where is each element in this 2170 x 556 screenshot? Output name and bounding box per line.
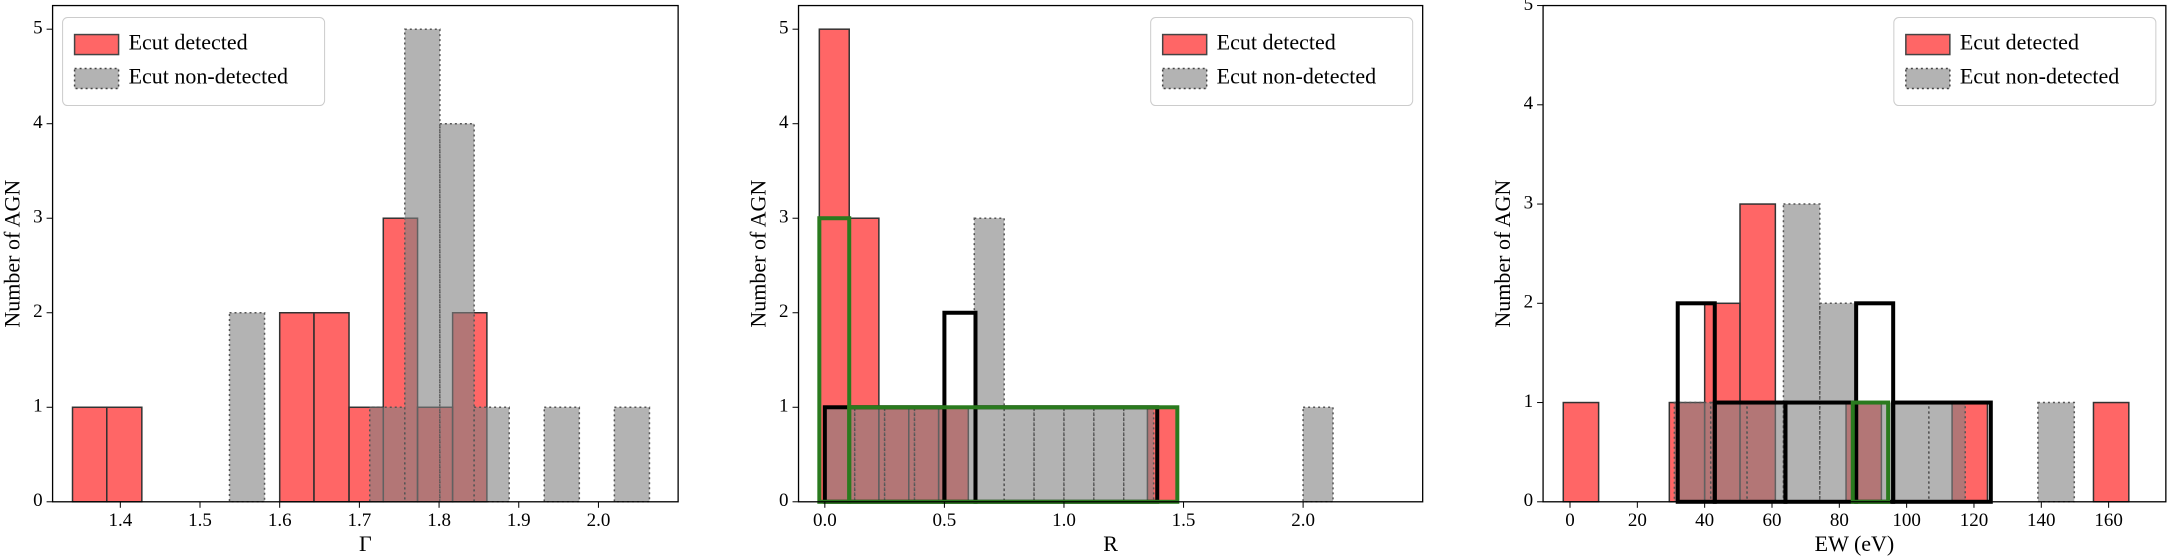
histogram-bar bbox=[853, 406, 886, 503]
legend-swatch bbox=[73, 33, 120, 56]
histogram-bar bbox=[943, 406, 976, 503]
legend-label: Ecut non-detected bbox=[129, 64, 288, 89]
histogram-bar bbox=[1003, 406, 1035, 503]
y-axis-label: Number of AGN bbox=[0, 180, 25, 328]
y-tick-label: 0 bbox=[33, 490, 43, 511]
histogram-bar bbox=[2092, 401, 2130, 503]
x-tick-label: 1.4 bbox=[108, 510, 132, 531]
x-tick-label: 1.0 bbox=[1052, 510, 1076, 531]
histogram-bar bbox=[1123, 406, 1155, 503]
histogram-bar bbox=[1746, 401, 1785, 503]
histogram-bar bbox=[228, 312, 266, 503]
legend-box bbox=[1150, 17, 1414, 107]
plot-frame bbox=[51, 4, 679, 503]
legend-label: Ecut detected bbox=[1960, 30, 2079, 55]
y-tick-label: 1 bbox=[33, 396, 43, 417]
y-tick-label: 1 bbox=[779, 396, 789, 417]
histogram-bar bbox=[439, 122, 475, 503]
legend-box bbox=[1893, 17, 2157, 107]
histogram-bar bbox=[1033, 406, 1065, 503]
y-tick-label: 4 bbox=[1524, 93, 1534, 114]
histogram-bar bbox=[106, 406, 143, 503]
x-axis-label: R bbox=[1103, 531, 1118, 556]
y-tick-label: 2 bbox=[1524, 292, 1534, 313]
histogram-bar bbox=[973, 217, 1005, 503]
x-tick-label: 100 bbox=[1892, 510, 1921, 531]
histogram-bar bbox=[1562, 401, 1600, 503]
x-tick-label: 1.9 bbox=[507, 510, 531, 531]
histogram-bar bbox=[1928, 401, 1966, 503]
x-tick-label: 0.0 bbox=[813, 510, 837, 531]
y-tick-label: 3 bbox=[33, 207, 43, 228]
histogram-bar bbox=[473, 406, 510, 503]
histogram-bar bbox=[1891, 401, 1930, 503]
y-tick-label: 4 bbox=[779, 112, 789, 133]
histogram-bar bbox=[1302, 406, 1334, 503]
x-tick-label: 1.7 bbox=[348, 510, 372, 531]
y-tick-label: 5 bbox=[1524, 0, 1534, 15]
x-axis-label: Γ bbox=[359, 531, 372, 556]
y-axis-label: Number of AGN bbox=[1490, 180, 1515, 328]
histogram-bar bbox=[613, 406, 651, 503]
x-tick-label: 120 bbox=[1960, 510, 1989, 531]
histogram-bar bbox=[71, 406, 108, 503]
x-tick-label: 1.5 bbox=[188, 510, 212, 531]
legend-label: Ecut detected bbox=[129, 30, 248, 55]
histogram-bar bbox=[2037, 401, 2076, 503]
histogram-bar bbox=[278, 312, 315, 503]
histogram-bar bbox=[883, 406, 916, 503]
histogram-bar bbox=[543, 406, 581, 503]
y-tick-label: 5 bbox=[33, 18, 43, 39]
y-tick-label: 5 bbox=[779, 18, 789, 39]
legend-swatch bbox=[73, 67, 120, 90]
x-tick-label: 140 bbox=[2027, 510, 2056, 531]
plot-frame bbox=[1542, 4, 2167, 503]
y-tick-label: 0 bbox=[1524, 490, 1534, 511]
y-tick-label: 4 bbox=[33, 112, 43, 133]
x-tick-label: 1.8 bbox=[427, 510, 451, 531]
histogram-bar bbox=[368, 406, 406, 503]
legend-swatch bbox=[1905, 33, 1951, 56]
histogram-bar bbox=[313, 312, 350, 503]
histogram-bar bbox=[1782, 203, 1821, 503]
x-tick-label: 60 bbox=[1762, 510, 1781, 531]
histogram-bar bbox=[404, 28, 441, 503]
histogram-bar bbox=[1063, 406, 1095, 503]
x-tick-label: 0 bbox=[1565, 510, 1575, 531]
legend-swatch bbox=[1161, 33, 1208, 56]
y-tick-label: 3 bbox=[1524, 192, 1534, 213]
histogram-bar bbox=[1709, 401, 1748, 503]
legend-swatch bbox=[1161, 67, 1208, 90]
y-tick-label: 1 bbox=[1524, 391, 1534, 412]
y-axis-label: Number of AGN bbox=[746, 180, 771, 328]
histogram-bar bbox=[1673, 401, 1712, 503]
x-tick-label: 2.0 bbox=[587, 510, 611, 531]
x-axis-label: EW (eV) bbox=[1815, 531, 1895, 556]
x-tick-label: 2.0 bbox=[1291, 510, 1315, 531]
x-tick-label: 20 bbox=[1628, 510, 1647, 531]
histogram-bar bbox=[913, 406, 946, 503]
legend-label: Ecut detected bbox=[1217, 30, 1336, 55]
x-tick-label: 1.5 bbox=[1172, 510, 1196, 531]
y-tick-label: 2 bbox=[33, 301, 43, 322]
legend-label: Ecut non-detected bbox=[1960, 64, 2119, 89]
y-tick-label: 2 bbox=[779, 301, 789, 322]
x-tick-label: 1.6 bbox=[268, 510, 292, 531]
x-tick-label: 40 bbox=[1695, 510, 1714, 531]
x-tick-label: 80 bbox=[1830, 510, 1849, 531]
legend-swatch bbox=[1905, 67, 1951, 90]
y-tick-label: 3 bbox=[779, 207, 789, 228]
plot-frame bbox=[797, 4, 1424, 503]
histogram-bar bbox=[1093, 406, 1125, 503]
legend-box bbox=[62, 17, 326, 107]
legend-label: Ecut non-detected bbox=[1217, 64, 1376, 89]
x-tick-label: 160 bbox=[2094, 510, 2123, 531]
x-tick-label: 0.5 bbox=[933, 510, 957, 531]
y-tick-label: 0 bbox=[779, 490, 789, 511]
